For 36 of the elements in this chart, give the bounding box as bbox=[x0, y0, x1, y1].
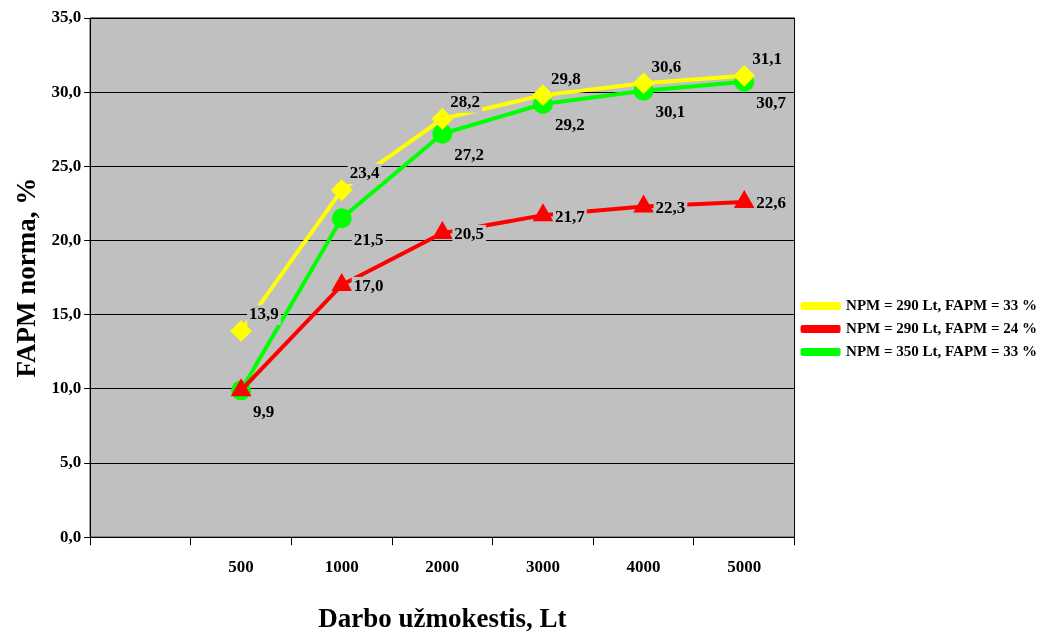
data-label: 29,8 bbox=[550, 68, 581, 88]
x-tick-label: 5000 bbox=[727, 556, 762, 576]
data-label: 30,6 bbox=[651, 56, 682, 76]
legend-label: NPM = 290 Lt, FAPM = 33 % bbox=[846, 296, 1037, 313]
x-tick-label: 4000 bbox=[626, 556, 661, 576]
y-axis-title: FAPM norma, % bbox=[11, 177, 42, 378]
x-tick-label: 1000 bbox=[324, 556, 359, 576]
y-tick-label: 20,0 bbox=[51, 229, 82, 249]
data-label: 21,5 bbox=[353, 229, 384, 249]
y-tick-label: 5,0 bbox=[59, 452, 82, 472]
data-label: 29,2 bbox=[554, 115, 585, 135]
y-tick-label: 30,0 bbox=[51, 81, 82, 101]
data-label: 21,7 bbox=[554, 206, 586, 226]
data-label: 20,5 bbox=[454, 224, 485, 244]
data-label: 27,2 bbox=[454, 145, 485, 165]
x-axis-title: Darbo užmokestis, Lt bbox=[318, 602, 567, 633]
legend-label: NPM = 290 Lt, FAPM = 24 % bbox=[846, 319, 1037, 336]
legend-label: NPM = 350 Lt, FAPM = 33 % bbox=[846, 342, 1037, 359]
data-label: 30,1 bbox=[655, 102, 686, 122]
data-label: 28,2 bbox=[450, 92, 481, 112]
x-tick-label: 500 bbox=[228, 556, 254, 576]
data-label: 30,7 bbox=[756, 93, 787, 113]
data-label: 9,9 bbox=[253, 401, 275, 421]
y-tick-label: 25,0 bbox=[51, 155, 82, 175]
x-tick-label: 3000 bbox=[525, 556, 560, 576]
data-label: 31,1 bbox=[752, 49, 782, 69]
y-tick-label: 0,0 bbox=[59, 526, 82, 546]
data-label: 13,9 bbox=[249, 304, 279, 324]
y-tick-label: 10,0 bbox=[51, 378, 82, 398]
data-label: 22,6 bbox=[756, 193, 786, 213]
y-tick-label: 35,0 bbox=[51, 7, 82, 27]
data-label: 22,3 bbox=[655, 197, 686, 217]
data-label: 23,4 bbox=[349, 163, 380, 183]
data-label: 17,0 bbox=[353, 276, 384, 296]
y-tick-label: 15,0 bbox=[51, 304, 82, 324]
x-tick-label: 2000 bbox=[425, 556, 460, 576]
